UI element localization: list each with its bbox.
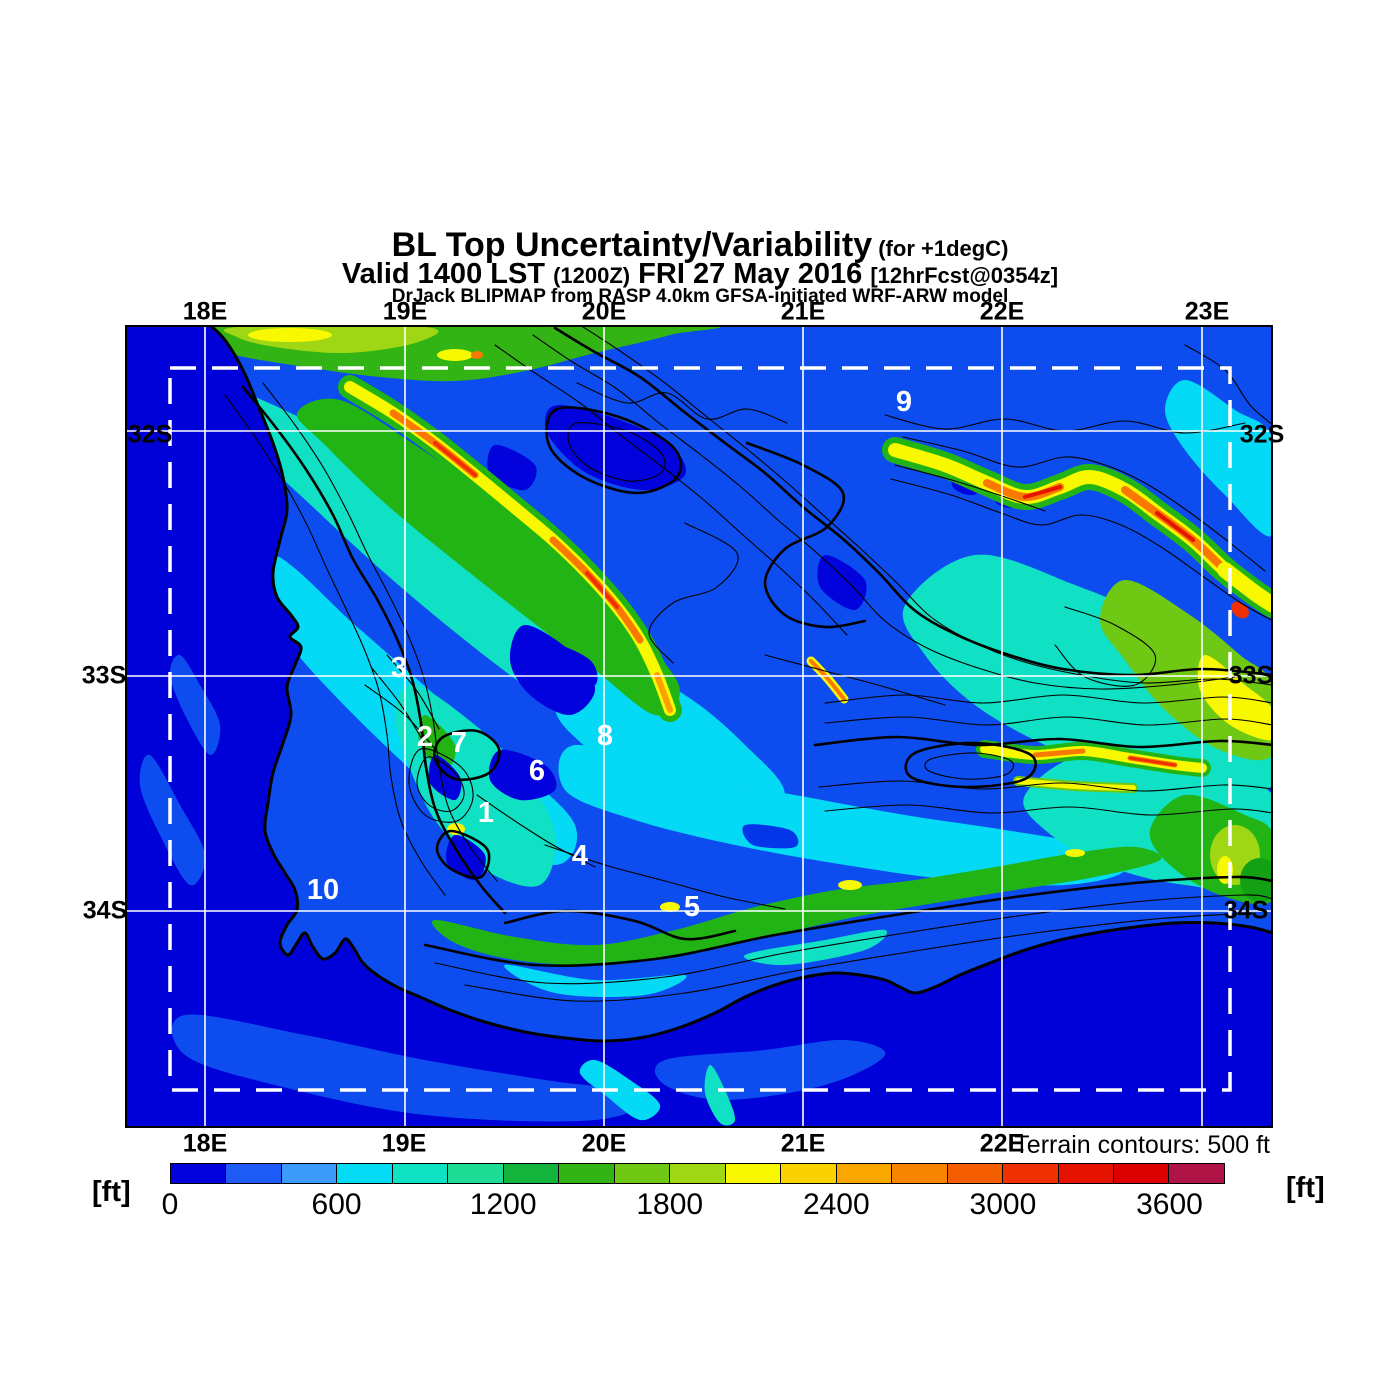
axis-label-22e: 22E (979, 1129, 1025, 1158)
blipmap-plot: 1 2 3 4 5 6 7 8 9 10 (125, 323, 1286, 1128)
axis-label-18e: 18E (182, 1129, 228, 1158)
axis-label-33s: 33S (1228, 661, 1274, 690)
axis-label-21e: 21E (780, 1129, 826, 1158)
model-info: DrJack BLIPMAP from RASP 4.0km GFSA-init… (391, 286, 1009, 307)
colorbar-cell-7 (558, 1163, 615, 1184)
colorbar-tick-2400: 2400 (802, 1188, 870, 1221)
site-marker-2: 2 (417, 721, 433, 753)
colorbar-cell-9 (669, 1163, 726, 1184)
colorbar-cell-13 (891, 1163, 948, 1184)
colorbar-tick-3000: 3000 (969, 1188, 1037, 1221)
colorbar-tick-labels: 0 600 1200 1800 2400 3000 3600 (162, 1188, 1225, 1222)
colorbar-tick-1800: 1800 (636, 1188, 704, 1221)
axis-label-18e: 18E (182, 297, 228, 326)
site-marker-4: 4 (572, 840, 588, 872)
colorbar-cell-10 (724, 1163, 782, 1184)
colorbar-cell-8 (613, 1163, 671, 1184)
terrain-contour-note: Terrain contours: 500 ft (1014, 1131, 1270, 1159)
title-main: BL Top Uncertainty/Variability (391, 226, 873, 264)
colorbar-cell-15 (1002, 1163, 1059, 1184)
site-marker-7: 7 (451, 727, 467, 759)
axis-label-19e: 19E (382, 297, 428, 326)
valid-date: FRI 27 May 2016 (630, 258, 871, 290)
site-marker-5: 5 (684, 891, 700, 923)
colorbar-cell-16 (1057, 1163, 1114, 1184)
colorbar-cell-5 (447, 1163, 504, 1184)
colorbar-tick-600: 600 (311, 1188, 362, 1221)
site-marker-6: 6 (529, 755, 545, 787)
colorbar-cell-17 (1112, 1163, 1170, 1184)
site-marker-9: 9 (896, 386, 912, 418)
elevation-colorbar (170, 1163, 1225, 1184)
colorbar-tick-1200: 1200 (469, 1188, 537, 1221)
colorbar-cell-0 (170, 1163, 227, 1184)
valid-time-line: Valid 1400 LST (1200Z) FRI 27 May 2016 [… (0, 258, 1400, 291)
zulu-time: (1200Z) (553, 263, 631, 288)
valid-time: Valid 1400 LST (341, 258, 554, 290)
title-suffix: (for +1degC) (872, 236, 1009, 261)
colorbar-cell-18 (1168, 1163, 1225, 1184)
unit-label-left: [ft] (92, 1176, 131, 1208)
forecast-run: [12hrFcst@0354z] (870, 263, 1059, 288)
axis-label-34s: 34S (1223, 896, 1269, 925)
colorbar-cell-1 (225, 1163, 282, 1184)
colorbar-cell-4 (391, 1163, 449, 1184)
page-title: BL Top Uncertainty/Variability (for +1de… (0, 226, 1400, 265)
site-marker-3: 3 (391, 652, 407, 684)
axis-label-34s: 34S (82, 896, 128, 925)
colorbar-cell-11 (780, 1163, 837, 1184)
colorbar-cell-6 (502, 1163, 560, 1184)
site-marker-8: 8 (597, 720, 613, 752)
axis-label-22e: 22E (979, 297, 1025, 326)
colorbar-cell-12 (835, 1163, 893, 1184)
forecast-map: 1 2 3 4 5 6 7 8 9 10 (125, 323, 1286, 1128)
site-marker-1: 1 (478, 797, 494, 829)
axis-label-20e: 20E (581, 297, 627, 326)
axis-label-32s: 32S (127, 420, 173, 449)
colorbar-tick-3600: 3600 (1136, 1188, 1203, 1221)
site-marker-10: 10 (307, 874, 339, 906)
axis-label-33s: 33S (81, 661, 127, 690)
colorbar-cell-3 (336, 1163, 393, 1184)
axis-label-23e: 23E (1184, 297, 1230, 326)
axis-label-21e: 21E (780, 297, 826, 326)
unit-label-right: [ft] (1286, 1172, 1325, 1204)
colorbar-tick-0: 0 (161, 1188, 179, 1221)
colorbar-cell-2 (280, 1163, 338, 1184)
axis-label-19e: 19E (381, 1129, 427, 1158)
colorbar-cell-14 (946, 1163, 1004, 1184)
axis-label-20e: 20E (581, 1129, 627, 1158)
axis-label-32s: 32S (1239, 420, 1285, 449)
